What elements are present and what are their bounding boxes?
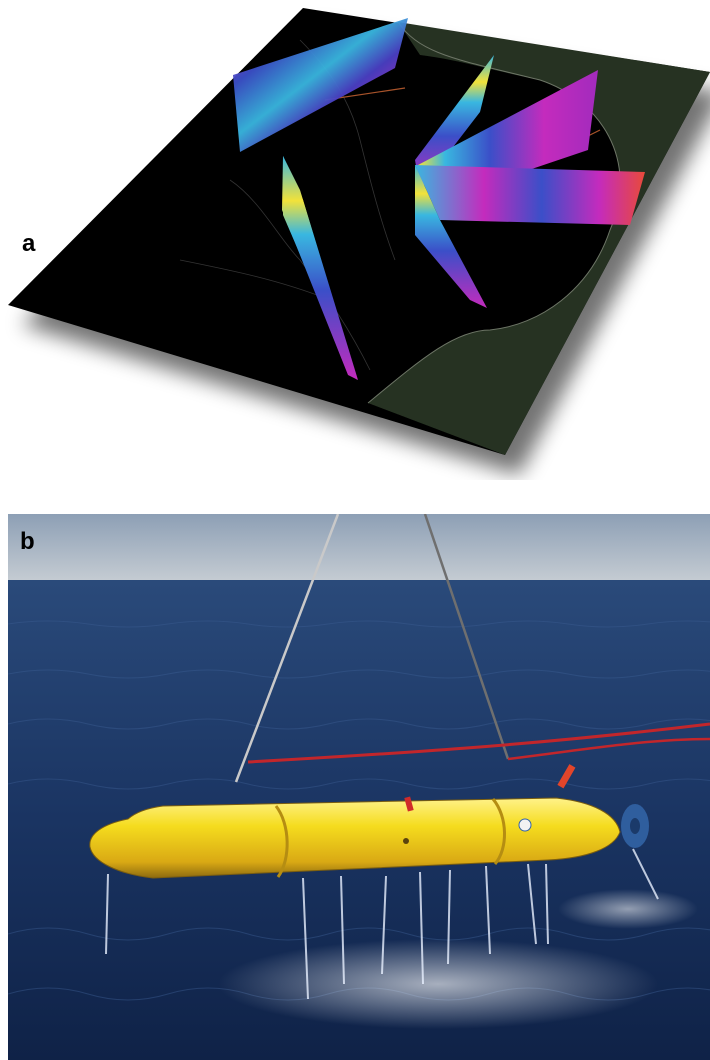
propeller-hub (630, 818, 640, 834)
sea-area (368, 22, 710, 455)
lifting-cable (234, 514, 340, 783)
water-splash (558, 889, 698, 929)
panel-label-b: b (20, 528, 35, 555)
water-drips (105, 848, 659, 1000)
vertical-section (415, 165, 645, 225)
red-mast (557, 764, 576, 789)
sky (8, 514, 710, 580)
tow-line (247, 722, 710, 764)
tow-line (507, 737, 710, 761)
vertical-section (282, 156, 358, 380)
hull-decal (518, 818, 532, 832)
auv-photo (8, 514, 710, 1060)
hull-band (274, 805, 289, 878)
vertical-section (233, 18, 408, 152)
panel-label-a: a (22, 230, 36, 257)
coastline (367, 21, 621, 404)
red-marker (404, 796, 414, 812)
map-3d-figure (8, 8, 710, 455)
hull-port (403, 838, 409, 844)
vertical-section (415, 165, 487, 308)
water-splash (218, 939, 658, 1029)
auv-hull (89, 797, 621, 879)
hull-band (491, 798, 506, 865)
lifting-cable (423, 514, 510, 760)
